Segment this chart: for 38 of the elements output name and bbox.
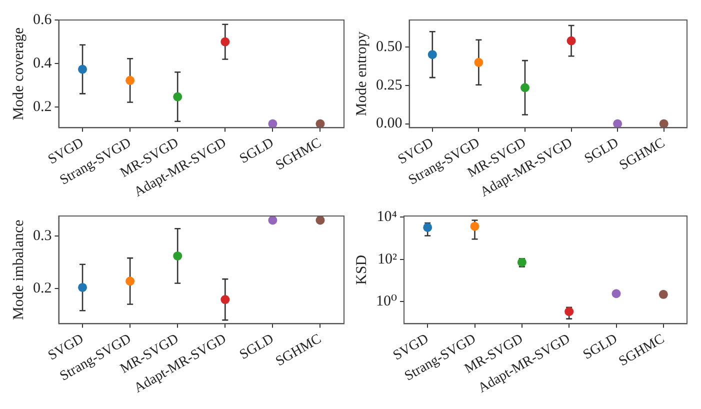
y-axis-title: Mode coverage [10, 27, 27, 120]
y-axis-title: Mode entropy [354, 31, 370, 116]
point [316, 119, 325, 128]
point [78, 282, 88, 292]
point [566, 36, 576, 46]
point [612, 289, 621, 298]
point [423, 222, 432, 232]
y-tick-label: 10⁴ [376, 208, 398, 225]
point [78, 64, 88, 74]
point [470, 222, 480, 231]
point [658, 290, 668, 299]
y-tick-label: 0.00 [376, 116, 402, 132]
point [220, 295, 230, 304]
y-tick-label: 0.50 [376, 39, 402, 56]
point [613, 119, 622, 128]
point [428, 50, 437, 60]
y-tick-label: 10⁰ [376, 294, 398, 310]
point [268, 119, 278, 128]
y-tick-label: 0.6 [33, 12, 52, 28]
point [268, 216, 278, 225]
point [564, 307, 574, 316]
point [173, 92, 182, 102]
point [126, 76, 135, 85]
point [520, 83, 530, 92]
y-tick-label: 0.4 [33, 56, 52, 72]
point [316, 216, 325, 225]
point [474, 58, 484, 67]
y-tick-label: 0.25 [376, 77, 402, 94]
y-axis-title: KSD [354, 254, 370, 285]
y-tick-label: 10² [378, 251, 398, 268]
point [126, 276, 135, 286]
y-tick-label: 0.3 [33, 228, 52, 244]
point [220, 37, 230, 46]
y-tick-label: 0.2 [33, 99, 52, 116]
y-axis-title: Mode imbalance [10, 219, 27, 320]
point [659, 119, 668, 128]
y-tick-label: 0.2 [33, 280, 52, 296]
point [173, 251, 182, 260]
